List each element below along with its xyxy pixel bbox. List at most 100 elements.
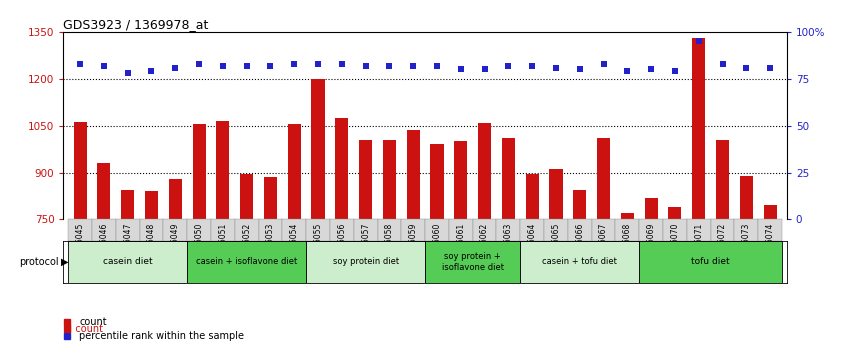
Bar	[259, 219, 283, 241]
Bar	[473, 219, 497, 241]
Text: soy protein +
isoflavone diet: soy protein + isoflavone diet	[442, 252, 503, 272]
Bar	[645, 198, 657, 219]
Text: GSM586062: GSM586062	[480, 223, 489, 269]
Point	[621, 68, 634, 74]
Text: GSM586061: GSM586061	[456, 223, 465, 269]
Point	[763, 65, 777, 70]
Bar	[449, 219, 473, 241]
Bar	[574, 190, 586, 219]
Text: ▶: ▶	[61, 257, 69, 267]
Point	[382, 63, 396, 68]
Text: GSM586046: GSM586046	[99, 223, 108, 269]
Text: protocol: protocol	[19, 257, 59, 267]
Bar	[145, 191, 158, 219]
Bar	[74, 122, 86, 219]
Bar	[711, 219, 734, 241]
Bar	[640, 219, 663, 241]
Point	[692, 38, 706, 44]
Bar	[187, 241, 306, 283]
Point	[288, 61, 301, 67]
Bar	[264, 177, 277, 219]
Bar	[640, 241, 782, 283]
Point	[549, 65, 563, 70]
Text: GSM586060: GSM586060	[432, 223, 442, 269]
Bar	[425, 219, 449, 241]
Point	[97, 63, 111, 68]
Bar	[92, 219, 116, 241]
Bar	[758, 219, 782, 241]
Text: soy protein diet: soy protein diet	[332, 257, 398, 267]
Bar	[525, 174, 539, 219]
Text: GSM586067: GSM586067	[599, 223, 608, 269]
Bar	[283, 219, 306, 241]
Text: GSM586050: GSM586050	[195, 223, 204, 269]
Bar	[168, 179, 182, 219]
Text: GSM586065: GSM586065	[552, 223, 561, 269]
Point	[264, 63, 277, 68]
Point	[668, 68, 682, 74]
Text: GSM586049: GSM586049	[171, 223, 180, 269]
Text: tofu diet: tofu diet	[691, 257, 730, 267]
Bar	[520, 241, 640, 283]
Text: GSM586068: GSM586068	[623, 223, 632, 269]
Bar	[116, 219, 140, 241]
Bar	[330, 219, 354, 241]
Text: GSM586057: GSM586057	[361, 223, 371, 269]
Bar	[359, 140, 372, 219]
Bar	[591, 219, 616, 241]
Point	[454, 67, 468, 72]
Text: GSM586051: GSM586051	[218, 223, 228, 269]
Point	[311, 61, 325, 67]
Bar	[306, 241, 425, 283]
Bar	[354, 219, 377, 241]
Bar	[217, 121, 229, 219]
Bar	[407, 130, 420, 219]
Point	[359, 63, 372, 68]
Bar	[121, 190, 135, 219]
Point	[168, 65, 182, 70]
Point	[596, 61, 610, 67]
Bar	[454, 141, 467, 219]
Point	[645, 67, 658, 72]
Point	[335, 61, 349, 67]
Bar	[734, 219, 758, 241]
Bar	[692, 38, 706, 219]
Point	[121, 70, 135, 76]
Bar	[163, 219, 187, 241]
Point	[478, 67, 492, 72]
Bar	[568, 219, 591, 241]
Bar	[425, 241, 520, 283]
Bar	[234, 219, 259, 241]
Bar	[502, 138, 515, 219]
Bar	[478, 122, 492, 219]
Bar	[311, 79, 325, 219]
Text: casein diet: casein diet	[103, 257, 152, 267]
Text: GSM586073: GSM586073	[742, 223, 751, 269]
Text: casein + tofu diet: casein + tofu diet	[542, 257, 618, 267]
Point	[406, 63, 420, 68]
Text: GSM586071: GSM586071	[695, 223, 703, 269]
Bar	[621, 213, 634, 219]
Point	[192, 61, 206, 67]
Text: GSM586045: GSM586045	[75, 223, 85, 269]
Point	[240, 63, 254, 68]
Text: GSM586063: GSM586063	[504, 223, 513, 269]
Point	[431, 63, 444, 68]
Text: percentile rank within the sample: percentile rank within the sample	[80, 331, 244, 341]
Text: GSM586070: GSM586070	[670, 223, 679, 269]
Text: GSM586053: GSM586053	[266, 223, 275, 269]
Text: GSM586074: GSM586074	[766, 223, 775, 269]
Text: count: count	[80, 317, 107, 327]
Text: GSM586072: GSM586072	[718, 223, 727, 269]
Text: GSM586048: GSM586048	[147, 223, 156, 269]
Point	[145, 68, 158, 74]
Bar	[211, 219, 234, 241]
Bar	[544, 219, 568, 241]
Bar	[597, 138, 610, 219]
Point	[573, 67, 586, 72]
Text: GSM586047: GSM586047	[124, 223, 132, 269]
Text: GSM586056: GSM586056	[338, 223, 346, 269]
Bar	[431, 144, 443, 219]
Bar	[193, 124, 206, 219]
Point	[216, 63, 229, 68]
